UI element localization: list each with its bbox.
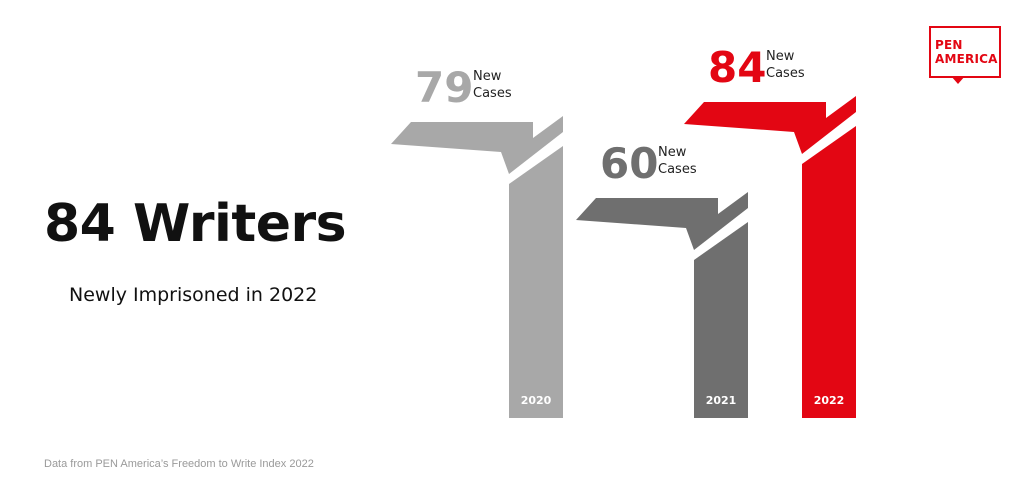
logo-line-2: AMERICA (935, 52, 998, 66)
logo-line-1: PEN (935, 38, 963, 52)
bar-top-2022 (684, 96, 856, 154)
data-label-2022: 84 (708, 43, 766, 92)
data-caption-2021-0: New (658, 145, 687, 160)
speech-bubble-icon (929, 26, 1001, 78)
data-label-2020: 79 (415, 63, 473, 112)
bar-2021 (694, 222, 748, 418)
tick-label-2021: 2021 (706, 394, 737, 407)
data-label-2021: 60 (600, 139, 658, 188)
headline: 84 Writers (44, 194, 347, 254)
bar-2022 (802, 126, 856, 418)
data-caption-2021-1: Cases (658, 162, 697, 177)
bar-top-2021 (576, 192, 748, 250)
subheadline: Newly Imprisoned in 2022 (69, 284, 318, 306)
pen-america-logo[interactable]: PEN AMERICA (929, 26, 1005, 84)
source-note: Data from PEN America’s Freedom to Write… (44, 458, 314, 470)
logo-text: PEN AMERICA (935, 38, 998, 66)
tick-label-2022: 2022 (814, 394, 845, 407)
bar-2020 (509, 146, 563, 418)
data-caption-2020-1: Cases (473, 86, 512, 101)
data-caption-2022-0: New (766, 49, 795, 64)
data-caption-2022-1: Cases (766, 66, 805, 81)
tick-label-2020: 2020 (521, 394, 552, 407)
data-caption-2020-0: New (473, 69, 502, 84)
bar-top-2020 (391, 116, 563, 174)
